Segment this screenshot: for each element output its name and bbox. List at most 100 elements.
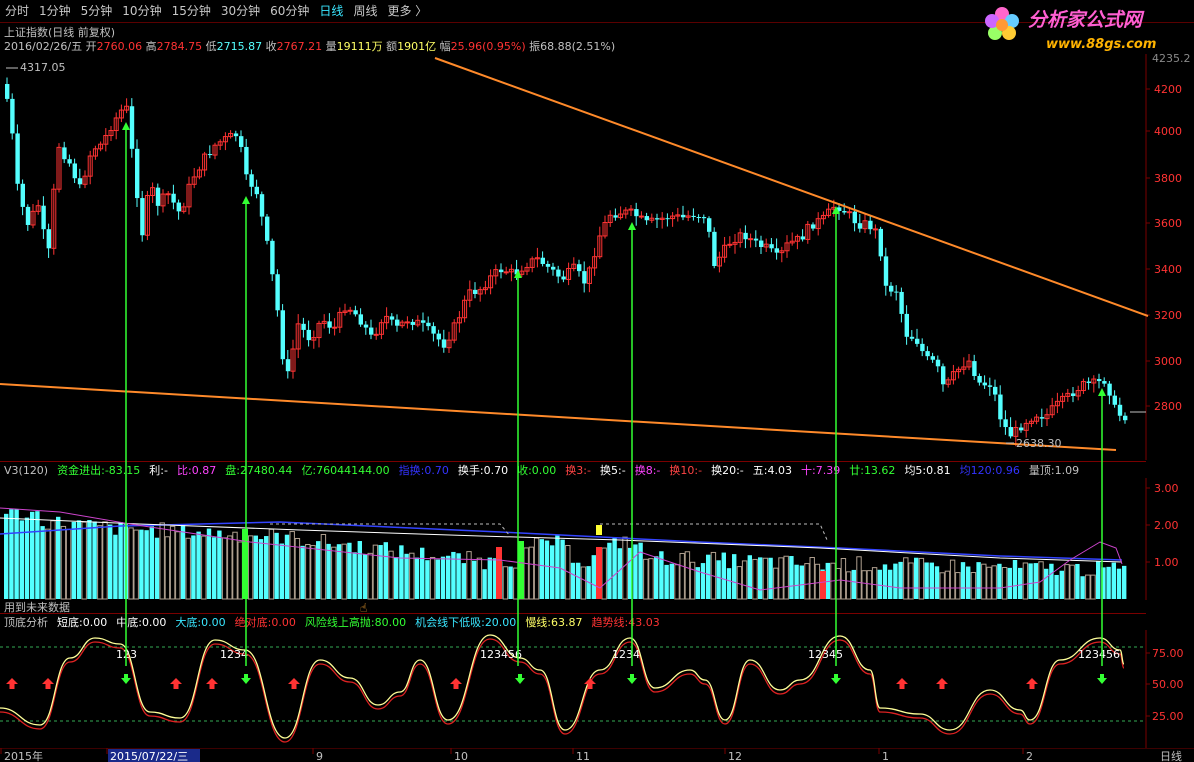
info-vol-label: 量 (325, 40, 337, 53)
vol-legend-item-1: 资金进出:-83.15 (57, 464, 140, 477)
period-tab-4[interactable]: 15分钟 (171, 4, 211, 18)
period-tab-1[interactable]: 1分钟 (39, 4, 71, 18)
volume-bar (908, 562, 914, 600)
osc-legend-label: 顶底分析 (4, 616, 48, 629)
volume-bar (492, 558, 498, 599)
vol-legend-label: V3(120) (4, 464, 49, 477)
volume-bar (612, 537, 617, 599)
candle (707, 216, 712, 238)
volume-bar (643, 558, 649, 600)
vol-legend-label: 收: (517, 464, 532, 477)
candle (597, 226, 603, 259)
candle (389, 313, 395, 326)
period-tab-7[interactable]: 日线 (319, 4, 344, 18)
volume-bar (762, 557, 769, 600)
volume-bar (991, 565, 997, 600)
volume-bar (1101, 567, 1106, 599)
vol-legend-value: - (587, 464, 591, 477)
volume-bar (372, 544, 379, 600)
volume-bars (4, 509, 1127, 600)
candle (779, 246, 785, 263)
signal-volume-bar (820, 571, 826, 599)
candle (920, 338, 925, 357)
period-tab-0[interactable]: 分时 (5, 4, 30, 18)
period-tab-8[interactable]: 周线 (353, 4, 378, 18)
volume-chart[interactable]: 3.00 2.00 1.00 (0, 478, 1194, 600)
candle (649, 213, 655, 224)
buy-arrow-icon (1026, 678, 1038, 689)
candle (966, 354, 972, 371)
volume-bar (648, 558, 654, 600)
high-marker: 4317.05 (20, 61, 66, 74)
signal-volume-bar (496, 547, 502, 599)
candle (493, 264, 499, 285)
candle (51, 183, 57, 255)
candle (1102, 377, 1107, 387)
buy-arrow-icon (936, 678, 948, 689)
osc-legend-item-7: 慢线:63.87 (525, 616, 582, 629)
candle (1060, 392, 1066, 409)
candlestick-chart[interactable]: 4200 4000 3800 3600 3400 3200 3000 2800 4235.2 43… (0, 54, 1194, 460)
volume-bar (716, 560, 721, 599)
info-open: 2760.06 (96, 40, 143, 53)
volume-bar (871, 567, 878, 600)
buy-arrow-icon (6, 678, 18, 689)
vol-legend-item-17: 均5:0.81 (904, 464, 950, 477)
future-data-note: 用到未来数据 (4, 601, 70, 614)
vol-legend-value: 7.39 (815, 464, 841, 477)
osc-legend-item-1: 短底:0.00 (57, 616, 107, 629)
period-tab-2[interactable]: 5分钟 (80, 4, 113, 18)
info-close: 2767.21 (276, 40, 323, 53)
candle (722, 236, 728, 263)
candle (1117, 397, 1123, 422)
vol-legend-item-7: 换手:0.70 (458, 464, 508, 477)
candle (1091, 375, 1097, 393)
volume-bar (768, 557, 773, 599)
volume-bar (1049, 563, 1054, 599)
volume-bar (804, 563, 810, 600)
candle (701, 214, 707, 224)
candle (784, 235, 790, 258)
period-tab-9[interactable]: 更多 〉 (387, 4, 428, 18)
volume-bar (914, 557, 919, 599)
period-tab-5[interactable]: 30分钟 (220, 4, 261, 18)
candle (358, 308, 363, 327)
candle (628, 205, 634, 217)
osc-legend-label: 大底: (175, 616, 202, 629)
candle (774, 238, 779, 260)
candle (972, 354, 977, 380)
candle (950, 364, 956, 385)
low-marker: 2638.30 (1016, 437, 1062, 450)
candle (1039, 408, 1045, 428)
candle (160, 189, 166, 213)
vol-legend-value: 1.09 (1054, 464, 1080, 477)
candle (623, 207, 629, 219)
candle (1023, 419, 1029, 438)
candle (716, 251, 722, 273)
volume-bar (939, 572, 945, 600)
candle (436, 329, 441, 347)
volume-bar (221, 537, 228, 600)
volume-bar (154, 537, 160, 599)
volume-bar (336, 544, 342, 599)
candle (186, 176, 192, 215)
volume-bar (472, 560, 477, 599)
period-tab-6[interactable]: 60分钟 (270, 4, 310, 18)
volume-bar (1054, 574, 1059, 599)
osc-legend-item-0: 顶底分析 (4, 616, 48, 629)
oscillator-chart[interactable]: 75.00 50.00 25.00 123 1234 123456 1234 12345 123… (0, 630, 1194, 748)
volume-bar (185, 537, 191, 600)
signal-volume-bar (518, 541, 524, 599)
vol-legend-item-5: 亿:76044144.00 (301, 464, 389, 477)
candle (519, 265, 525, 278)
volume-bar (924, 562, 929, 599)
volume-bar (893, 563, 898, 599)
candle (862, 213, 868, 234)
volume-bar (679, 552, 685, 600)
candle (508, 264, 514, 282)
volume-bar (508, 566, 513, 599)
vol-legend-item-11: 换8:- (635, 464, 661, 477)
osc-legend-label: 慢线: (525, 616, 552, 629)
volume-bar (1096, 561, 1101, 599)
period-tab-3[interactable]: 10分钟 (122, 4, 162, 18)
